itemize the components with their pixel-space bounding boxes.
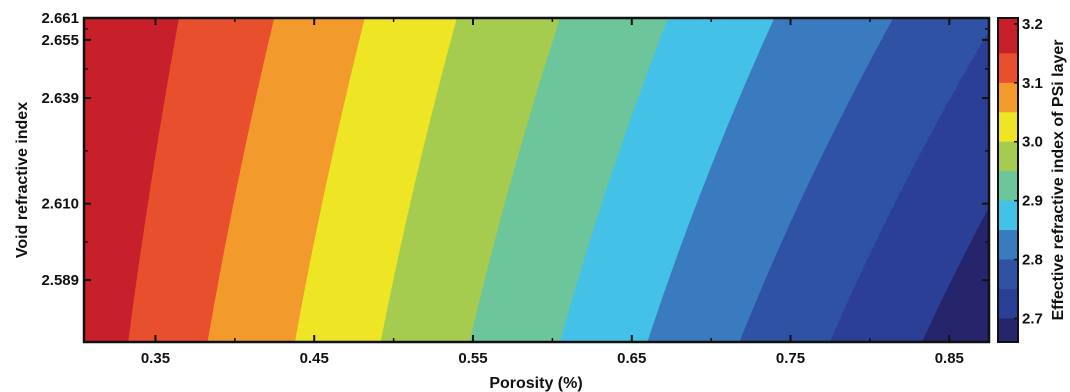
colorbar-frame	[997, 17, 1019, 343]
y-tick-label: 2.639	[41, 90, 79, 107]
colorbar-segment	[998, 18, 1018, 54]
x-tick-label: 0.45	[300, 350, 329, 367]
colorbar-segment	[998, 53, 1018, 84]
colorbar-segment	[998, 288, 1018, 319]
y-axis-ticks: 2.589 2.610 2.639 2.655 2.661	[41, 10, 989, 289]
y-axis-title: Void refractive index	[14, 102, 31, 258]
colorbar-tick-label: 2.7	[1022, 310, 1043, 327]
y-tick-label: 2.661	[41, 10, 79, 27]
colorbar-segment	[998, 200, 1018, 231]
colorbar-tick-label: 2.9	[1022, 193, 1043, 210]
contour-band	[922, 207, 989, 342]
contour-plot-area	[84, 18, 989, 342]
colorbar-segment	[998, 82, 1018, 113]
y-tick-label: 2.610	[41, 196, 79, 213]
x-tick-label: 0.35	[141, 350, 170, 367]
x-tick-label: 0.55	[458, 350, 487, 367]
colorbar-title: Effective refractive index of PSi layer	[1050, 39, 1067, 320]
x-tick-label: 0.65	[617, 350, 646, 367]
colorbar-segment	[998, 112, 1018, 143]
colorbar-segment	[998, 230, 1018, 261]
colorbar-ticks: 2.7 2.8 2.9 3.0 3.1 3.2	[1014, 16, 1043, 327]
y-tick-label: 2.655	[41, 32, 79, 49]
colorbar-tick-label: 3.2	[1022, 16, 1043, 33]
x-axis-ticks: 0.35 0.45 0.55 0.65 0.75 0.85	[141, 18, 964, 367]
y-tick-label: 2.589	[41, 272, 79, 289]
colorbar-tick-label: 3.1	[1022, 75, 1043, 92]
colorbar-tick-label: 2.8	[1022, 252, 1043, 269]
colorbar-tick-label: 3.0	[1022, 134, 1043, 151]
colorbar-segment	[998, 318, 1018, 343]
plot-frame	[82, 16, 991, 344]
colorbar-segment	[998, 259, 1018, 290]
colorbar-segment	[998, 141, 1018, 172]
x-tick-label: 0.85	[935, 350, 964, 367]
colorbar-segment	[998, 171, 1018, 202]
x-axis-title: Porosity (%)	[489, 375, 582, 392]
x-tick-label: 0.75	[776, 350, 805, 367]
colorbar	[998, 18, 1018, 343]
